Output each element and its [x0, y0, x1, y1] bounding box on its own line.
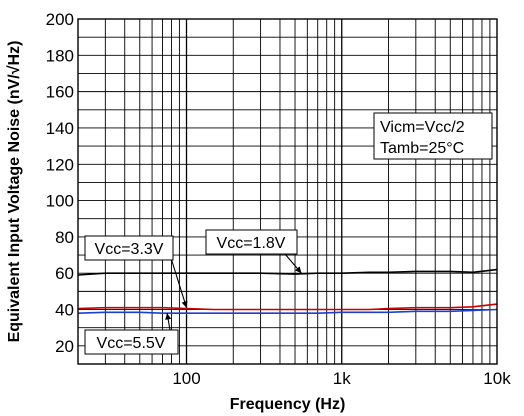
annotation-label: Vcc=1.8V [217, 235, 286, 252]
annotation-arrowhead [165, 313, 172, 320]
annotation-label: Vcc=3.3V [95, 241, 164, 258]
annotation-arrowhead [295, 266, 302, 274]
condition-tamb: Tamb=25°C [380, 140, 464, 157]
series-line [77, 308, 498, 315]
conditions-box-frame [373, 112, 493, 160]
series-line [77, 303, 498, 311]
y-tick-label: 180 [46, 46, 74, 65]
y-axis-title: Equivalent Input Voltage Noise (nV/√Hz) [6, 41, 23, 343]
y-tick-label: 160 [46, 83, 74, 102]
x-axis-title: Frequency (Hz) [230, 396, 346, 413]
annotation-arrowhead [181, 300, 188, 308]
annotation-box [84, 329, 179, 355]
x-tick-label: 100 [172, 369, 200, 388]
annotation-label: Vcc=5.5V [97, 335, 166, 352]
annotation-layer: Vcc=3.3V Vcc=1.8V Vcc=5.5V [84, 229, 302, 355]
condition-vicm: Vicm=Vcc/2 [380, 119, 465, 136]
annotation-box [84, 235, 174, 261]
annotation-leader [170, 257, 188, 308]
conditions-box: Vicm=Vcc/2 Tamb=25°C [373, 112, 493, 160]
series-layer [77, 268, 498, 315]
plot-frame [77, 18, 498, 365]
y-tick-label: 140 [46, 119, 74, 138]
y-tick-label: 80 [55, 228, 74, 247]
tick-layer: 20 40 60 80 100 120 140 160 180 200 100 1k 10k [46, 10, 512, 388]
y-tick-label: 200 [46, 10, 74, 29]
x-tick-label: 1k [333, 369, 351, 388]
y-tick-label: 40 [55, 301, 74, 320]
series-line [77, 268, 498, 276]
y-tick-label: 20 [55, 337, 74, 356]
y-tick-label: 100 [46, 192, 74, 211]
y-tick-label: 120 [46, 155, 74, 174]
y-tick-label: 60 [55, 264, 74, 283]
x-tick-label: 10k [483, 369, 511, 388]
annotation-box [205, 229, 298, 255]
